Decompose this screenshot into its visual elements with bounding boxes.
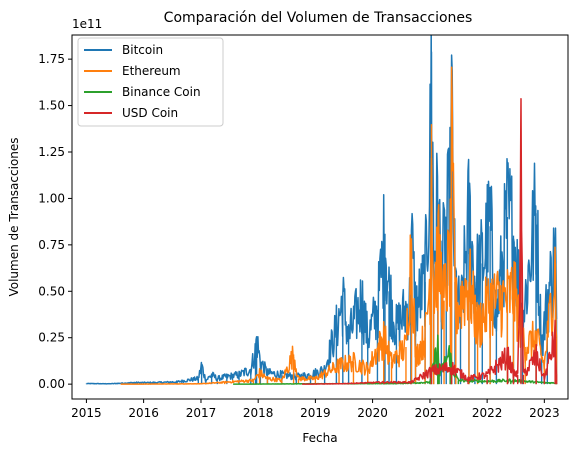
legend-label: Ethereum <box>122 64 181 78</box>
x-tick-label: 2019 <box>300 406 331 420</box>
x-tick-label: 2023 <box>529 406 560 420</box>
y-tick-label: 1.50 <box>38 99 65 113</box>
y-tick-label: 0.25 <box>38 331 65 345</box>
y-tick-label: 1.75 <box>38 52 65 66</box>
x-tick-label: 2016 <box>128 406 159 420</box>
y-axis: 0.00 0.25 0.50 0.75 1.00 1.25 1.50 1.75 <box>38 52 72 391</box>
y-tick-label: 0.50 <box>38 284 65 298</box>
y-axis-label: Volumen de Transacciones <box>7 137 21 296</box>
y-tick-label: 0.00 <box>38 377 65 391</box>
y-tick-label: 1.00 <box>38 191 65 205</box>
plot-frame <box>71 34 569 400</box>
plot-area <box>85 35 558 385</box>
x-tick-label: 2020 <box>357 406 388 420</box>
x-tick-label: 2021 <box>415 406 446 420</box>
x-axis: 2015 2016 2017 2018 2019 2020 2021 2022 2023 <box>71 399 560 420</box>
legend-label: Bitcoin <box>122 43 163 57</box>
x-tick-label: 2017 <box>186 406 217 420</box>
x-tick-label: 2022 <box>472 406 503 420</box>
series-line-ethereum <box>120 66 558 385</box>
y-tick-label: 1.25 <box>38 145 65 159</box>
chart-title: Comparación del Volumen de Transacciones <box>164 10 473 26</box>
legend-box <box>77 37 224 127</box>
x-tick-label: 2015 <box>71 406 102 420</box>
legend-label: USD Coin <box>122 106 178 120</box>
x-axis-label: Fecha <box>302 431 337 445</box>
y-tick-label: 0.75 <box>38 238 65 252</box>
legend: Bitcoin Ethereum Binance Coin USD Coin <box>77 37 224 127</box>
x-tick-label: 2018 <box>243 406 274 420</box>
series-line-usd-coin <box>301 98 558 385</box>
y-offset-text: 1e11 <box>72 17 102 31</box>
legend-label: Binance Coin <box>122 85 201 99</box>
